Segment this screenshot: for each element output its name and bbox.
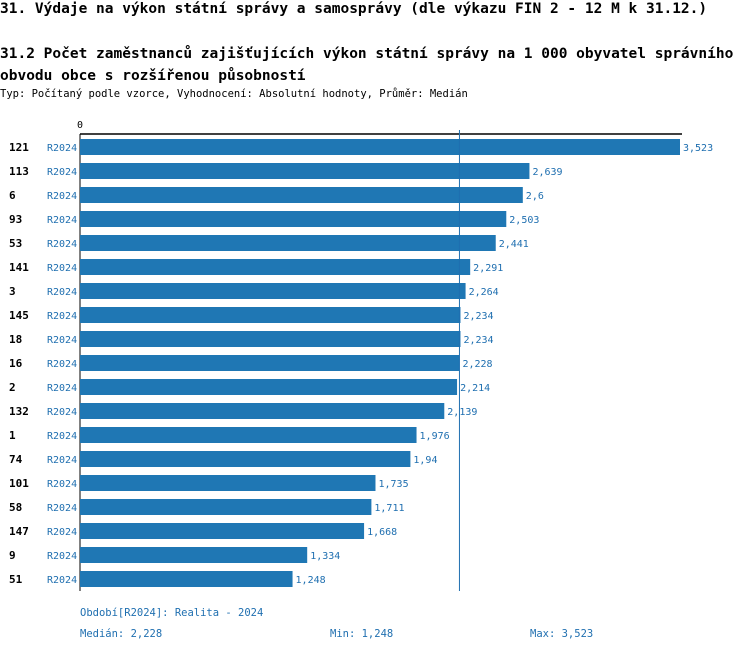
value-label: 1,668	[367, 527, 397, 538]
bar	[80, 571, 293, 587]
value-label: 2,264	[469, 287, 499, 298]
bar	[80, 475, 376, 491]
series-label: R2024	[47, 239, 77, 250]
max-stat: Max: 3,523	[530, 628, 594, 640]
category-label: 101	[9, 477, 29, 490]
category-label: 58	[9, 501, 22, 514]
category-label: 2	[9, 381, 16, 394]
category-label: 6	[9, 189, 16, 202]
series-label: R2024	[47, 263, 77, 274]
category-label: 145	[9, 309, 29, 322]
median-stat: Medián: 2,228	[80, 628, 163, 640]
page-title: 31. Výdaje na výkon státní správy a samo…	[0, 1, 708, 17]
bar	[80, 139, 680, 155]
bar	[80, 163, 530, 179]
value-label: 2,228	[462, 359, 492, 370]
series-label: R2024	[47, 311, 77, 322]
value-label: 1,94	[413, 455, 437, 466]
series-label: R2024	[47, 479, 77, 490]
series-label: R2024	[47, 359, 77, 370]
series-label: R2024	[47, 551, 77, 562]
series-label: R2024	[47, 167, 77, 178]
series-label: R2024	[47, 575, 77, 586]
value-label: 3,523	[683, 143, 713, 154]
series-label: R2024	[47, 335, 77, 346]
value-label: 2,234	[463, 311, 493, 322]
bar	[80, 283, 466, 299]
series-label: R2024	[47, 143, 77, 154]
category-label: 18	[9, 333, 22, 346]
bar	[80, 211, 507, 227]
value-label: 2,234	[463, 335, 493, 346]
category-label: 141	[9, 261, 29, 274]
value-label: 2,291	[473, 263, 503, 274]
value-label: 2,214	[460, 383, 490, 394]
category-label: 16	[9, 357, 23, 370]
min-stat: Min: 1,248	[330, 628, 394, 640]
series-label: R2024	[47, 287, 77, 298]
x-tick-label: 0	[77, 120, 83, 131]
series-label: R2024	[47, 431, 77, 442]
series-label: R2024	[47, 191, 77, 202]
category-label: 3	[9, 285, 16, 298]
series-label: R2024	[47, 503, 77, 514]
chart-meta: Typ: Počítaný podle vzorce, Vyhodnocení:…	[0, 88, 468, 100]
chart-subtitle: 31.2 Počet zaměstnanců zajišťujících výk…	[0, 46, 734, 84]
value-label: 1,711	[374, 503, 404, 514]
series-label: R2024	[47, 407, 77, 418]
value-label: 2,639	[532, 167, 562, 178]
bar	[80, 331, 461, 347]
value-label: 1,334	[310, 551, 340, 562]
value-label: 1,976	[420, 431, 450, 442]
series-label: R2024	[47, 383, 77, 394]
category-label: 132	[9, 405, 29, 418]
bar	[80, 235, 496, 251]
bar	[80, 355, 460, 371]
bar	[80, 523, 365, 539]
value-label: 2,6	[526, 191, 544, 202]
value-label: 1,735	[378, 479, 408, 490]
value-label: 2,503	[509, 215, 539, 226]
series-label: R2024	[47, 527, 77, 538]
category-label: 74	[9, 453, 23, 466]
bar	[80, 187, 523, 203]
bar	[80, 259, 471, 275]
bar	[80, 403, 445, 419]
period-legend: Období[R2024]: Realita - 2024	[80, 607, 264, 619]
category-label: 147	[9, 525, 29, 538]
bar	[80, 499, 372, 515]
category-label: 9	[9, 549, 16, 562]
value-label: 2,441	[499, 239, 529, 250]
category-label: 113	[9, 165, 29, 178]
bar	[80, 451, 411, 467]
category-label: 1	[9, 429, 16, 442]
bar	[80, 427, 417, 443]
category-label: 53	[9, 237, 22, 250]
category-label: 51	[9, 573, 23, 586]
value-label: 1,248	[296, 575, 326, 586]
bar	[80, 547, 308, 563]
series-label: R2024	[47, 455, 77, 466]
value-label: 2,139	[447, 407, 477, 418]
bar	[80, 379, 458, 395]
bar	[80, 307, 461, 323]
series-label: R2024	[47, 215, 77, 226]
category-label: 121	[9, 141, 29, 154]
category-label: 93	[9, 213, 22, 226]
